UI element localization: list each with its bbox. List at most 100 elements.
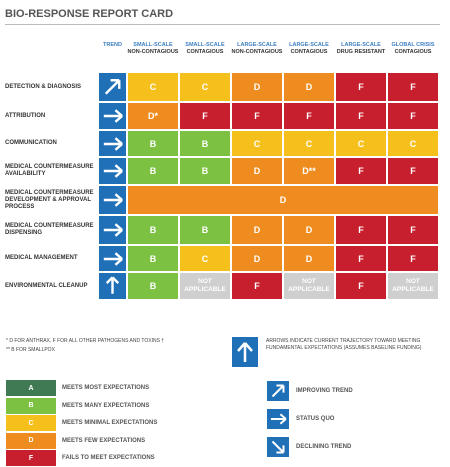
- column-title: GLOBAL CRISIS: [391, 42, 435, 48]
- trend-arrow: [103, 193, 123, 207]
- trend-arrow: [103, 136, 123, 151]
- arrow-key-icon: [232, 337, 258, 367]
- grade-cell: D: [283, 72, 335, 102]
- trend-arrow: [105, 276, 120, 294]
- grade-cell: D: [231, 72, 283, 102]
- trend-key: [266, 408, 290, 430]
- trend-cell: [98, 272, 127, 300]
- row-label: MEDICAL COUNTERMEASURE DEVELOPMENT & APP…: [5, 189, 94, 210]
- trend-arrow: [103, 251, 123, 266]
- grade-cell: B: [179, 157, 231, 185]
- trend-key: [266, 436, 290, 458]
- column-title: SMALL-SCALE: [185, 42, 225, 48]
- grade-cell: C: [231, 130, 283, 157]
- grade-cell: F: [387, 102, 439, 130]
- row-label: ENVIRONMENTAL CLEANUP: [5, 282, 88, 289]
- trend-cell: [98, 102, 127, 130]
- grade-cell: NOT APPLICABLE: [179, 272, 231, 300]
- grade-cell: F: [335, 72, 387, 102]
- grade-cell: B: [127, 245, 179, 272]
- column-subtitle: CONTAGIOUS: [394, 48, 432, 55]
- grade-cell: F: [231, 272, 283, 300]
- column-header: SMALL-SCALE CONTAGIOUS: [179, 42, 231, 55]
- trend-cell: [98, 245, 127, 272]
- legend-swatch: C: [6, 415, 56, 431]
- trend-cell: [98, 72, 127, 102]
- column-subtitle: NON-CONTAGIOUS: [231, 48, 283, 55]
- grade-cell: F: [335, 272, 387, 300]
- grade-cell: F: [387, 157, 439, 185]
- grade-cell: F: [179, 102, 231, 130]
- grade-cell: B: [127, 272, 179, 300]
- trend-cell: [98, 185, 127, 215]
- grade-cell: F: [335, 157, 387, 185]
- grade-cell: D*: [127, 102, 179, 130]
- legend-label: MEETS MOST EXPECTATIONS: [62, 385, 150, 391]
- legend-label: MEETS FEW EXPECTATIONS: [62, 437, 146, 444]
- grade-cell: D: [231, 245, 283, 272]
- column-header: LARGE-SCALE CONTAGIOUS: [283, 42, 335, 55]
- grade-cell: F: [231, 102, 283, 130]
- trend-arrow: [270, 413, 287, 425]
- grade-cell: NOT APPLICABLE: [387, 272, 439, 300]
- title: BIO-RESPONSE REPORT CARD: [5, 8, 174, 20]
- title-rule: [5, 24, 440, 25]
- column-subtitle: CONTAGIOUS: [290, 48, 328, 55]
- trend-cell: [98, 157, 127, 185]
- column-header: SMALL-SCALE NON-CONTAGIOUS: [127, 42, 179, 55]
- trend-label: STATUS QUO: [296, 416, 335, 422]
- trend-arrow: [271, 440, 285, 454]
- legend-swatch: A: [6, 380, 56, 396]
- up-arrow: [237, 342, 253, 362]
- legend-label: MEETS MANY EXPECTATIONS: [62, 402, 150, 409]
- row-label: MEDICAL COUNTERMEASURE AVAILABILITY: [5, 164, 94, 177]
- grade-cell: D: [283, 215, 335, 245]
- grade-cell: C: [179, 245, 231, 272]
- trend-arrow: [103, 164, 123, 178]
- legend-swatch: B: [6, 397, 56, 414]
- grade-cell: D: [231, 157, 283, 185]
- column-header: LARGE-SCALE NON-CONTAGIOUS: [231, 42, 283, 55]
- column-title: LARGE-SCALE: [289, 42, 329, 48]
- column-header: LARGE-SCALE DRUG RESISTANT: [335, 42, 387, 55]
- column-header: TREND: [98, 42, 127, 49]
- trend-label: DECLINING TREND: [296, 444, 352, 450]
- grade-cell: C: [127, 72, 179, 102]
- legend-swatch: D: [6, 432, 56, 449]
- grade-cell: D**: [283, 157, 335, 185]
- grade-cell: B: [127, 130, 179, 157]
- trend-key: [266, 380, 290, 402]
- row-label: MEDICAL COUNTERMEASURE DISPENSING: [5, 223, 94, 236]
- row-label: MEDICAL MANAGEMENT: [5, 255, 78, 261]
- column-title: LARGE-SCALE: [237, 42, 277, 48]
- column-subtitle: NON-CONTAGIOUS: [127, 48, 179, 55]
- grade-cell: D: [231, 215, 283, 245]
- trend-cell: [98, 130, 127, 157]
- grade-cell: B: [127, 157, 179, 185]
- row-label: DETECTION & DIAGNOSIS: [5, 83, 82, 90]
- legend-label: MEETS MINIMAL EXPECTATIONS: [62, 420, 158, 426]
- column-title: TREND: [103, 42, 122, 48]
- grade-cell: F: [335, 245, 387, 272]
- column-header: GLOBAL CRISIS CONTAGIOUS: [387, 42, 439, 55]
- legend-label: FAILS TO MEET EXPECTATIONS: [62, 455, 155, 461]
- legend-swatch: F: [6, 450, 56, 466]
- trend-arrow: [103, 109, 123, 123]
- footnote: ** B FOR SMALLPOX: [6, 347, 55, 353]
- grade-cell: F: [387, 245, 439, 272]
- trend-arrow: [104, 79, 121, 95]
- column-subtitle: DRUG RESISTANT: [336, 48, 386, 55]
- column-title: SMALL-SCALE: [133, 42, 173, 48]
- grade-cell: C: [335, 130, 387, 157]
- grade-cell: C: [283, 130, 335, 157]
- grade-cell: F: [387, 215, 439, 245]
- grade-cell: F: [283, 102, 335, 130]
- grade-cell: C: [179, 72, 231, 102]
- row-label: COMMUNICATION: [5, 140, 57, 146]
- grade-cell: F: [335, 215, 387, 245]
- trend-cell: [98, 215, 127, 245]
- grade-cell: C: [387, 130, 439, 157]
- grade-cell: B: [179, 130, 231, 157]
- grade-cell: B: [179, 215, 231, 245]
